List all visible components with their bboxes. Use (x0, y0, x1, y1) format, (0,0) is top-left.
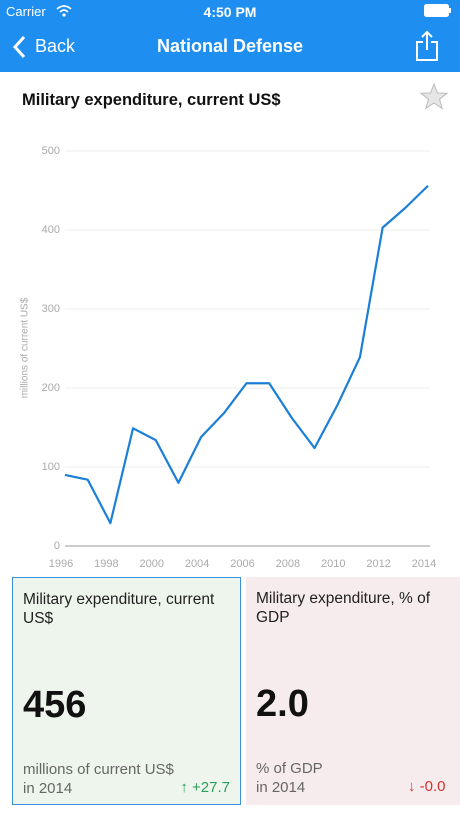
x-tick-label: 2012 (366, 558, 390, 570)
card-title: Military expenditure, current US$ (23, 591, 215, 627)
card-year: in 2014 (256, 779, 306, 796)
y-tick-label: 100 (42, 461, 60, 473)
x-tick-label: 2006 (230, 558, 254, 570)
wifi-icon (56, 5, 72, 17)
back-button[interactable]: Back (35, 36, 76, 56)
back-chevron[interactable] (12, 35, 28, 59)
change-arrow: ↑ (180, 779, 188, 796)
nav-title: National Defense (156, 36, 304, 56)
card[interactable]: Military expenditure, current US$ 456 mi… (12, 577, 241, 805)
card-year: in 2014 (23, 780, 73, 797)
y-tick-label: 200 (42, 382, 60, 394)
share-button[interactable] (415, 30, 439, 62)
card[interactable]: Military expenditure, % of GDP 2.0 % of … (246, 577, 460, 805)
x-tick-label: 1996 (49, 558, 73, 570)
x-tick-label: 2004 (185, 558, 209, 570)
y-tick-label: 300 (42, 303, 60, 315)
x-tick-label: 2000 (140, 558, 164, 570)
battery (424, 4, 451, 17)
time: 4:50 PM (203, 4, 257, 20)
y-tick-label: 400 (42, 224, 60, 236)
favorite-star[interactable] (419, 82, 449, 112)
x-tick-label: 2014 (412, 558, 436, 570)
carrier: Carrier (6, 4, 46, 19)
y-tick-label: 500 (42, 145, 60, 157)
change-value: -0.0 (419, 778, 446, 795)
x-tick-label: 1998 (94, 558, 118, 570)
card-unit: % of GDP (256, 760, 323, 777)
change-value: +27.7 (192, 779, 230, 796)
header: Carrier 4:50 PM Back National Defense (0, 0, 460, 72)
card-value: 456 (23, 684, 87, 726)
card-title: Military expenditure, % of GDP (256, 590, 431, 626)
y-tick-label: 0 (54, 540, 60, 552)
x-tick-label: 2008 (276, 558, 300, 570)
card-value: 2.0 (256, 683, 309, 725)
chart: 0 100 200 300 400 500 millions of current US$ 1… (20, 145, 437, 570)
change-arrow: ↓ (408, 778, 416, 795)
data-line (64, 184, 429, 525)
y-axis-label: millions of current US$ (20, 297, 31, 398)
chart-title: Military expenditure, current US$ (22, 91, 281, 109)
card-unit: millions of current US$ (23, 761, 174, 778)
x-tick-label: 2010 (321, 558, 345, 570)
